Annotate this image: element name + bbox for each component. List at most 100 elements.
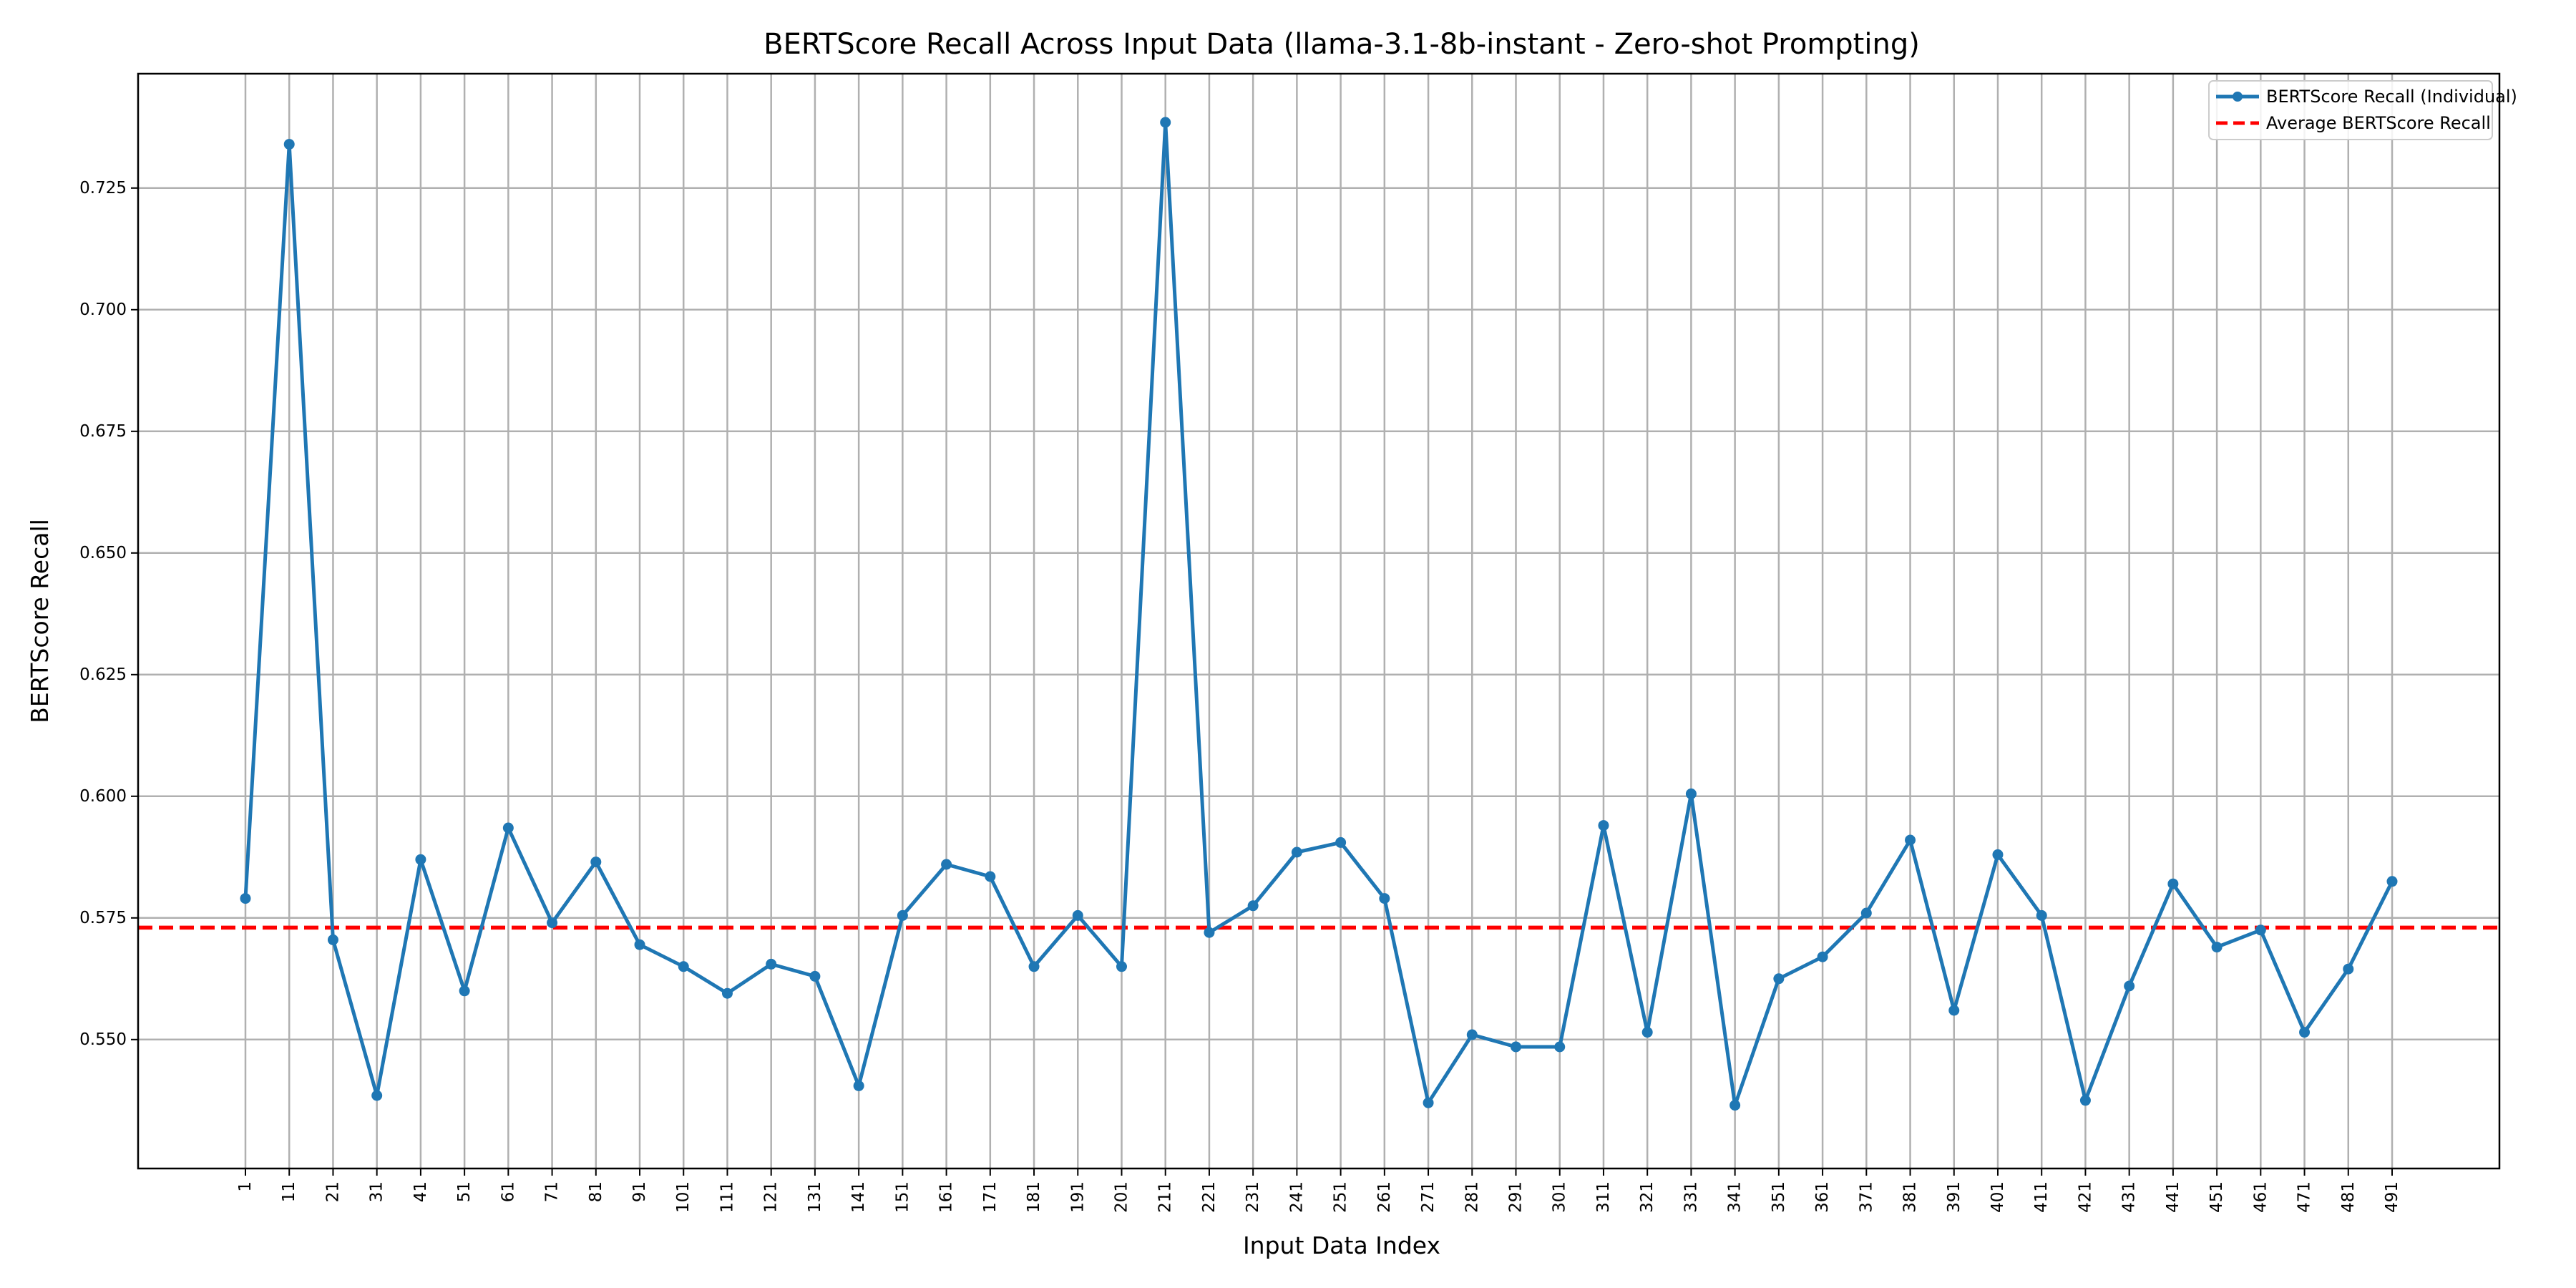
data-point-marker: [1423, 1097, 1434, 1108]
x-tick-label: 81: [587, 1181, 605, 1202]
data-point-marker: [590, 857, 602, 868]
data-point-marker: [1817, 951, 1828, 962]
data-point-marker: [2343, 963, 2354, 975]
data-point-marker: [1466, 1029, 1478, 1040]
chart-title: BERTScore Recall Across Input Data (llam…: [763, 28, 1920, 61]
grid: [138, 74, 2499, 1169]
data-point-marker: [1511, 1041, 1522, 1053]
x-tick-label: 191: [1068, 1181, 1087, 1213]
x-tick-label: 241: [1287, 1181, 1306, 1213]
x-tick-label: 221: [1200, 1181, 1219, 1213]
x-tick-label: 161: [937, 1181, 956, 1213]
data-point-marker: [897, 909, 908, 921]
x-axis-label: Input Data Index: [1243, 1231, 1440, 1259]
x-tick-label: 11: [280, 1181, 298, 1202]
x-tick-label: 121: [762, 1181, 781, 1213]
y-axis-ticks: 0.550 0.575 0.600 0.625 0.650 0.675 0.700 0.725: [79, 179, 138, 1049]
x-tick-label: 401: [1989, 1181, 2007, 1213]
data-point-marker: [2299, 1027, 2311, 1038]
x-tick-label: 211: [1156, 1181, 1175, 1213]
data-point-marker: [1773, 973, 1785, 985]
x-tick-label: 331: [1682, 1181, 1700, 1213]
y-tick-label: 0.725: [79, 179, 127, 197]
data-point-marker: [1860, 907, 1872, 919]
x-tick-label: 461: [2251, 1181, 2270, 1213]
y-tick-label: 0.700: [79, 301, 127, 319]
legend-series-label: BERTScore Recall (Individual): [2266, 87, 2517, 107]
x-tick-label: 341: [1726, 1181, 1745, 1213]
data-point-marker: [1905, 834, 1916, 846]
x-tick-label: 451: [2207, 1181, 2226, 1213]
x-axis-ticks: 1 11 21 31 41 51 61 71 81 91 101 111 121 131 141 151 161…: [236, 1169, 2401, 1213]
x-tick-label: 181: [1025, 1181, 1043, 1213]
data-point-marker: [2255, 924, 2266, 936]
data-point-marker: [1992, 849, 2004, 860]
data-point-marker: [2386, 876, 2398, 887]
legend-average-label: Average BERTScore Recall: [2266, 113, 2491, 133]
x-tick-label: 471: [2296, 1181, 2314, 1213]
x-tick-label: 391: [1945, 1181, 1963, 1213]
x-tick-label: 131: [806, 1181, 824, 1213]
x-tick-label: 21: [323, 1181, 342, 1202]
data-point-marker: [547, 917, 558, 929]
x-tick-label: 361: [1813, 1181, 1832, 1213]
x-tick-label: 271: [1419, 1181, 1438, 1213]
data-point-marker: [327, 934, 338, 945]
data-point-marker: [634, 939, 645, 950]
data-point-marker: [1554, 1041, 1566, 1053]
x-tick-label: 251: [1332, 1181, 1350, 1213]
data-point-marker: [1948, 1005, 1960, 1016]
data-point-marker: [2167, 878, 2179, 889]
legend-box: [2208, 80, 2493, 140]
x-tick-label: 41: [411, 1181, 430, 1202]
y-tick-label: 0.675: [79, 422, 127, 441]
data-point-marker: [2079, 1095, 2091, 1106]
data-point-marker: [1729, 1100, 1741, 1111]
y-tick-label: 0.625: [79, 665, 127, 684]
x-tick-label: 381: [1901, 1181, 1920, 1213]
data-point-marker: [941, 859, 952, 870]
x-tick-label: 291: [1507, 1181, 1526, 1213]
x-tick-label: 91: [630, 1181, 649, 1202]
x-tick-label: 61: [499, 1181, 517, 1202]
x-tick-label: 201: [1112, 1181, 1131, 1213]
x-tick-label: 491: [2383, 1181, 2401, 1213]
x-tick-label: 261: [1375, 1181, 1394, 1213]
y-axis-label: BERTScore Recall: [26, 519, 54, 723]
y-tick-label: 0.550: [79, 1030, 127, 1049]
data-point-marker: [459, 985, 470, 997]
x-tick-label: 281: [1463, 1181, 1481, 1213]
data-point-marker: [2211, 942, 2223, 953]
x-tick-label: 351: [1770, 1181, 1788, 1213]
data-point-marker: [678, 961, 689, 972]
data-point-marker: [985, 871, 996, 882]
data-point-marker: [721, 987, 733, 999]
data-point-marker: [1335, 836, 1347, 848]
y-tick-label: 0.600: [79, 787, 127, 806]
x-tick-label: 111: [718, 1181, 736, 1213]
data-point-marker: [2036, 909, 2047, 921]
y-tick-label: 0.575: [79, 909, 127, 927]
data-point-marker: [1247, 900, 1259, 912]
x-tick-label: 31: [368, 1181, 386, 1202]
x-tick-label: 141: [849, 1181, 868, 1213]
x-tick-label: 231: [1244, 1181, 1262, 1213]
data-point-marker: [809, 970, 821, 982]
data-point-marker: [2124, 980, 2135, 992]
legend: BERTScore Recall (Individual) Average BE…: [2208, 80, 2517, 140]
y-tick-label: 0.650: [79, 544, 127, 562]
x-tick-label: 421: [2076, 1181, 2094, 1213]
series-layer: [240, 117, 2398, 1111]
data-point-marker: [502, 822, 514, 834]
plot-area-frame: [137, 72, 2501, 1170]
data-point-marker: [853, 1080, 864, 1091]
data-point-marker: [1072, 909, 1083, 921]
data-point-marker: [371, 1090, 383, 1101]
x-tick-label: 411: [2032, 1181, 2051, 1213]
legend-series-marker-swatch: [2233, 92, 2243, 102]
x-tick-label: 311: [1594, 1181, 1613, 1213]
x-tick-label: 1: [236, 1181, 255, 1192]
x-tick-label: 171: [981, 1181, 1000, 1213]
